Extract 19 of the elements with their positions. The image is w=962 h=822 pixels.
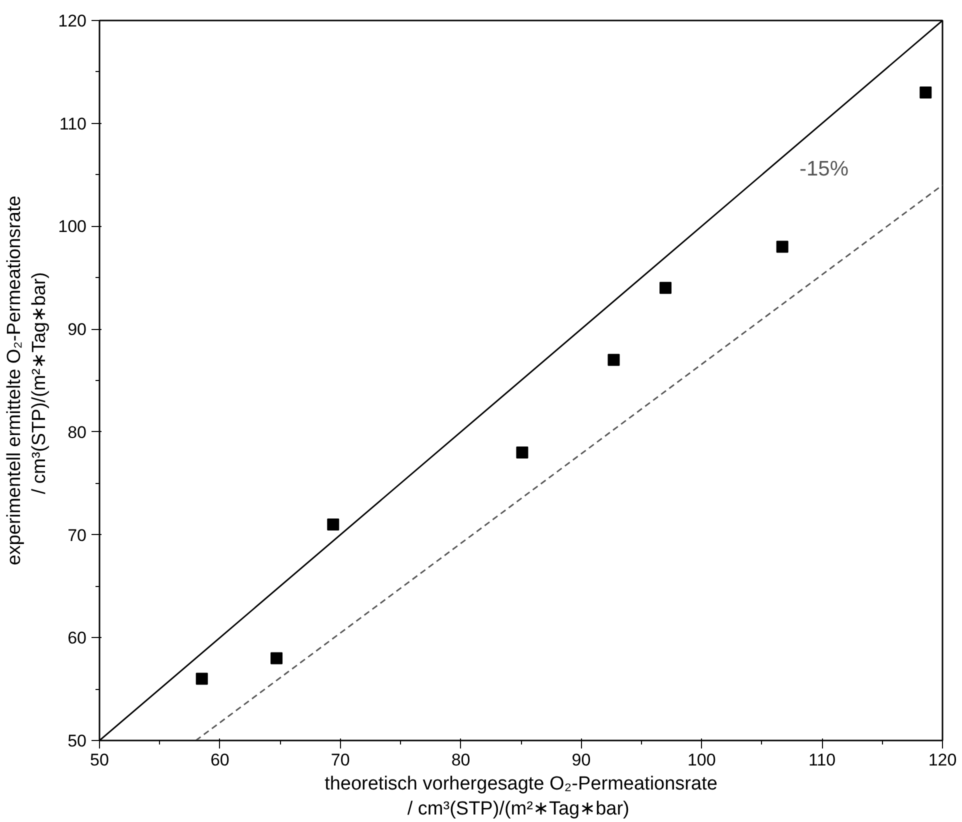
annotation: -15% [800, 158, 849, 180]
y-tick-label: 110 [59, 114, 87, 134]
x-axis-title: theoretisch vorhergesagte O₂-Permeationsrate / cm³(STP)/(m²∗Tag∗bar) [324, 774, 718, 820]
x-tick-label: 120 [928, 750, 957, 770]
x-tick-label: 90 [572, 750, 591, 770]
x-tick-label: 80 [451, 750, 470, 770]
x-tick-label: 100 [687, 750, 716, 770]
x-tick-label: 60 [210, 750, 230, 770]
y-tick-label: 80 [68, 422, 87, 442]
y-axis-title: experimentell ermittelte O₂-Permeationsrate / cm³(STP)/(m²∗Tag∗bar) [4, 196, 50, 566]
x-tick-label: 110 [808, 750, 836, 770]
x-tick-label: 70 [330, 750, 350, 770]
y-tick-label: 50 [68, 732, 87, 750]
y-tick-label: 70 [68, 526, 87, 545]
y-tick-label: 100 [58, 217, 87, 236]
y-tick-label: 120 [58, 12, 87, 30]
y-tick-label: 90 [68, 320, 87, 340]
x-tick-label: 50 [90, 750, 109, 770]
y-tick-label: 60 [68, 628, 87, 648]
